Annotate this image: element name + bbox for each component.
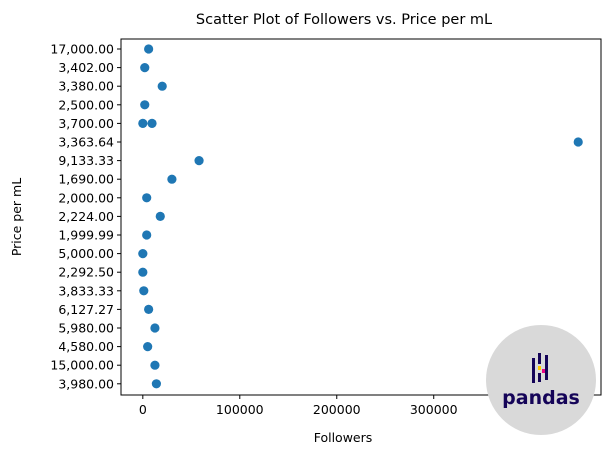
x-tick-label: 300000 xyxy=(410,402,458,417)
y-tick-label: 4,580.00 xyxy=(58,339,114,354)
scatter-point xyxy=(150,360,160,370)
scatter-point xyxy=(147,118,157,128)
plot-area xyxy=(120,38,602,396)
pandas-logo-watermark: pandas xyxy=(486,325,596,435)
scatter-point xyxy=(144,304,154,314)
y-tick-label: 2,000.00 xyxy=(58,190,114,205)
pandas-logo-text: pandas xyxy=(502,387,580,409)
scatter-point xyxy=(151,379,161,389)
y-tick-label: 3,380.00 xyxy=(58,79,114,94)
y-tick-label: 2,224.00 xyxy=(58,209,114,224)
y-tick-label: 2,292.50 xyxy=(58,265,114,280)
scatter-point xyxy=(139,286,149,296)
scatter-point xyxy=(138,249,148,259)
y-tick-label: 3,980.00 xyxy=(58,376,114,391)
scatter-point xyxy=(194,156,204,166)
scatter-point xyxy=(167,174,177,184)
plot-border xyxy=(120,38,602,396)
y-tick-label: 5,980.00 xyxy=(58,321,114,336)
y-axis: 17,000.00 3,402.00 3,380.00 2,500.00 3,700.0… xyxy=(50,42,121,391)
scatter-point xyxy=(138,267,148,277)
scatter-point xyxy=(140,63,150,73)
y-tick-label: 2,500.00 xyxy=(58,97,114,112)
scatter-point xyxy=(155,211,165,221)
scatter-point xyxy=(157,81,167,91)
y-tick-label: 15,000.00 xyxy=(50,358,114,373)
y-tick-label: 5,000.00 xyxy=(58,246,114,261)
y-tick-label: 17,000.00 xyxy=(50,42,114,57)
x-tick-label: 0 xyxy=(139,402,147,417)
y-tick-label: 3,363.64 xyxy=(58,135,114,150)
scatter-points xyxy=(138,44,583,389)
scatter-point xyxy=(150,323,160,333)
y-tick-label: 3,402.00 xyxy=(58,60,114,75)
scatter-point xyxy=(144,44,154,54)
pandas-logo-icon xyxy=(532,353,548,383)
scatter-point xyxy=(140,100,150,110)
x-tick-label: 200000 xyxy=(313,402,361,417)
scatter-point xyxy=(142,193,152,203)
x-axis-title: Followers xyxy=(314,430,373,445)
y-tick-label: 3,700.00 xyxy=(58,116,114,131)
scatter-point xyxy=(573,137,583,147)
y-tick-label: 6,127.27 xyxy=(58,302,114,317)
y-tick-label: 9,133.33 xyxy=(58,153,114,168)
scatter-point xyxy=(143,342,153,352)
scatter-point xyxy=(142,230,152,240)
y-tick-label: 3,833.33 xyxy=(58,283,114,298)
scatter-point xyxy=(138,118,148,128)
y-axis-title: Price per mL xyxy=(9,178,24,256)
x-tick-label: 100000 xyxy=(216,402,264,417)
y-tick-label: 1,690.00 xyxy=(58,172,114,187)
y-tick-label: 1,999.99 xyxy=(58,228,114,243)
chart-title: Scatter Plot of Followers vs. Price per … xyxy=(196,12,492,28)
